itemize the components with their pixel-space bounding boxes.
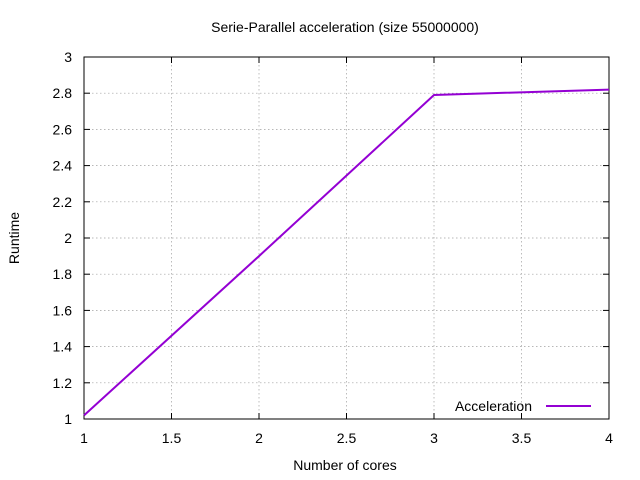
y-tick-label: 2 (64, 230, 72, 246)
x-tick-label: 4 (605, 430, 613, 446)
y-tick-label: 2.6 (53, 121, 73, 137)
x-tick-label: 2.5 (337, 430, 357, 446)
y-tick-label: 2.8 (53, 85, 73, 101)
ticks (83, 56, 610, 420)
legend: Acceleration (455, 398, 591, 414)
y-tick-label: 2.2 (53, 194, 73, 210)
y-tick-label: 1.4 (53, 339, 73, 355)
y-tick-label: 2.4 (53, 158, 73, 174)
x-tick-label: 1.5 (162, 430, 182, 446)
series-layer (83, 88, 610, 417)
x-tick-label: 2 (255, 430, 263, 446)
y-tick-label: 1 (64, 411, 72, 427)
legend-label: Acceleration (455, 398, 532, 414)
x-tick-label: 3 (430, 430, 438, 446)
y-axis-title: Runtime (6, 212, 22, 264)
x-tick-labels: 1 1.5 2 2.5 3 3.5 4 (80, 430, 613, 446)
series-line-acceleration (83, 88, 610, 417)
x-axis-title: Number of cores (293, 457, 396, 473)
chart-title: Serie-Parallel acceleration (size 550000… (211, 19, 479, 35)
y-tick-label: 1.8 (53, 266, 73, 282)
y-tick-label: 1.6 (53, 302, 73, 318)
grid (84, 57, 609, 419)
x-tick-label: 3.5 (512, 430, 532, 446)
y-tick-labels: 1 1.2 1.4 1.6 1.8 2 2.2 2.4 2.6 2.8 3 (53, 49, 73, 427)
x-tick-label: 1 (80, 430, 88, 446)
y-tick-label: 1.2 (53, 375, 73, 391)
y-tick-label: 3 (64, 49, 72, 65)
